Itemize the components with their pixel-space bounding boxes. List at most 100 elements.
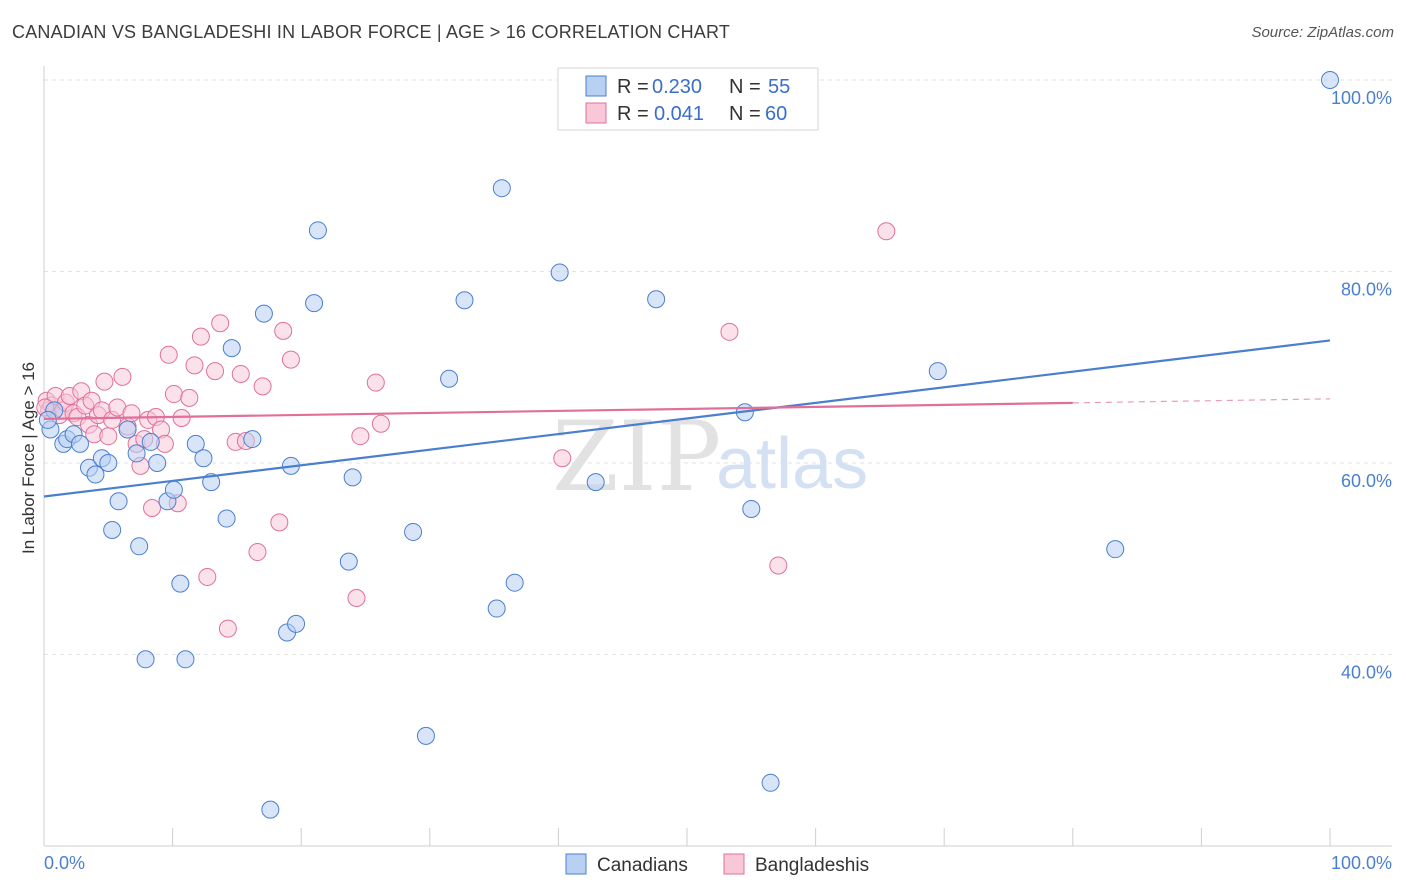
bangladeshi-point [769,556,788,575]
bangladeshi-point [366,373,385,392]
canadian-point [176,650,195,669]
canadian-point [186,434,205,453]
canadian-point [171,574,190,593]
canadian-point [194,449,213,468]
bangladeshi-point [218,619,237,638]
canadian-point [130,537,149,556]
legend-swatch-canadians [585,75,607,97]
canadian-point [136,650,155,669]
canadian-point [647,290,666,309]
canadians-trend-line [43,339,1331,498]
bangladeshi-point [211,314,230,333]
canadian-point [487,599,506,618]
watermark-atlas: atlas [716,424,868,504]
canadian-point [103,521,122,540]
correlation-legend: R = 0.230 N = 55 R = 0.041 N = 60 [557,67,819,131]
bangladeshi-point [95,372,114,391]
legend-n-label-1: N = [729,76,761,98]
watermark-zip: ZIP [552,401,721,513]
x-tick-label-max: 100.0% [1331,853,1392,873]
canadian-point [404,522,423,541]
legend-n-value-1: 55 [768,76,790,98]
canadian-point [742,499,761,518]
canadian-point [109,492,128,511]
canadian-point [141,432,160,451]
canadian-point [550,263,569,282]
bangladeshi-point [159,345,178,364]
legend-r-value-2: 0.041 [654,103,704,125]
canadian-point [71,434,90,453]
y-tick-label: 60.0% [1341,471,1392,491]
y-tick-label: 40.0% [1341,663,1392,683]
bangladeshi-point [371,414,390,433]
y-tick-label: 100.0% [1331,88,1392,108]
bangladeshi-point [347,589,366,608]
canadian-point [222,339,241,358]
y-axis-label: In Labor Force | Age > 16 [19,362,38,554]
trend-lines [43,339,1331,498]
canadian-point [416,726,435,745]
bangladeshi-point [206,362,225,381]
bangladeshi-point [720,322,739,341]
canadian-point [118,420,137,439]
canadian-point [287,614,306,633]
canadian-point [254,304,273,323]
canadian-point [440,369,459,388]
bottom-legend-swatch-canadians [565,853,587,875]
bangladeshi-point [180,388,199,407]
canadian-point [308,221,327,240]
canadian-point [455,291,474,310]
bangladeshi-point [553,449,572,468]
bangladeshi-point [281,350,300,369]
bangladeshi-point [143,499,162,518]
canadian-point [1106,540,1125,559]
bangladeshi-point [270,513,289,532]
bangladeshis-trend-line [43,401,1073,421]
canadian-point [928,362,947,381]
bangladeshi-point [351,427,370,446]
canadian-point [86,465,105,484]
gridlines [44,79,1392,655]
legend-swatch-bangladeshis [585,102,607,124]
bangladeshi-point [172,408,191,427]
x-tick-marks [43,828,1331,846]
y-tick-label: 80.0% [1341,280,1392,300]
bangladeshi-point [248,543,267,562]
bangladeshi-point [122,404,141,423]
canadian-point [243,430,262,449]
canadian-point [1321,71,1339,89]
canadian-point [217,509,236,528]
canadian-point [99,454,118,472]
bangladeshi-point [231,364,250,383]
bottom-legend-bangladeshis: Bangladeshis [755,855,869,876]
legend-n-label-2: N = [729,103,761,125]
canadian-point [343,468,362,487]
bangladeshi-point [253,377,272,396]
canadian-point [339,552,358,571]
bangladeshi-point [191,327,210,346]
canadian-point [492,179,511,198]
bangladeshi-point [113,367,132,386]
canadian-point [761,773,780,792]
bottom-legend-canadians: Canadians [597,855,688,876]
canadian-point [586,473,605,492]
canadian-point [261,800,280,819]
legend-n-value-2: 60 [765,103,787,125]
legend-r-label-1: R = [617,76,649,98]
y-tick-labels: 40.0% 60.0% 80.0% 100.0% [1331,88,1392,683]
source-label: Source: ZipAtlas.com [1251,24,1394,41]
bangladeshi-point [164,385,183,404]
series-legend: Canadians Bangladeshis [565,853,869,876]
chart-title: CANADIAN VS BANGLADESHI IN LABOR FORCE |… [12,22,731,42]
bottom-legend-swatch-bangladeshis [723,853,745,875]
bangladeshi-point [274,321,293,340]
canadian-point [148,454,167,472]
x-tick-label-min: 0.0% [44,853,85,873]
legend-r-value-1: 0.230 [652,76,702,98]
bangladeshi-point [185,356,204,375]
legend-r-label-2: R = [617,103,649,125]
canadian-point [127,444,146,463]
bangladeshi-point [877,222,896,241]
bangladeshi-point [198,567,217,586]
